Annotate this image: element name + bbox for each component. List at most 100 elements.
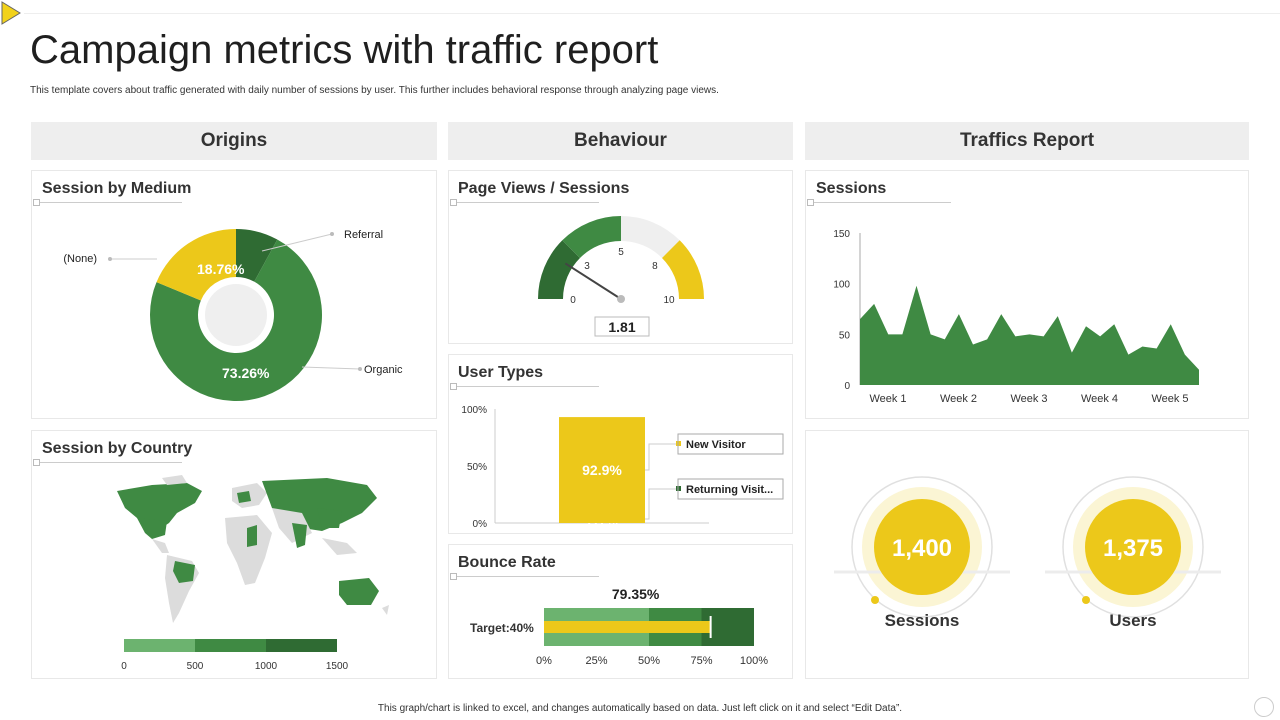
underline-marker	[450, 383, 457, 390]
gauge-tick: 10	[663, 295, 675, 306]
underline-marker	[33, 459, 40, 466]
legend-swatch-1	[195, 639, 266, 652]
card-title: Bounce Rate	[458, 554, 556, 571]
bounce-value: 79.35%	[612, 586, 660, 602]
x-tick: Week 2	[940, 393, 977, 405]
map-legend: 0 500 1000 1500	[121, 639, 349, 672]
session-by-country-card: Session by Country	[31, 430, 437, 679]
western-europe-shape	[237, 491, 251, 503]
x-tick: 100%	[740, 655, 768, 667]
pie-category-label: (None)	[63, 253, 97, 265]
pie-slice-organic	[150, 239, 322, 401]
kpi-value: 1,375	[1103, 535, 1163, 562]
legend-swatch-0	[124, 639, 195, 652]
x-tick: 0%	[536, 655, 552, 667]
pie-leader-dot	[358, 367, 362, 371]
kpi-circle	[1085, 499, 1181, 595]
gauge-tick: 5	[618, 247, 624, 258]
legend-leader	[645, 443, 677, 471]
gauge-tick: 3	[584, 261, 590, 272]
central-america-shape	[152, 539, 169, 553]
kpi-circle	[874, 499, 970, 595]
legend-label: Returning Visit...	[686, 484, 773, 496]
card-title: Session by Country	[42, 440, 193, 457]
y-tick: 100	[833, 280, 850, 291]
pie-category-label: Referral	[344, 229, 383, 241]
bounce-rate-chart: 79.35% Target:40% 0% 25% 50% 75% 100%	[470, 586, 768, 667]
india-shape	[292, 523, 307, 548]
page-title: Campaign metrics with traffic report	[30, 28, 659, 72]
kpi-dot	[871, 596, 879, 604]
kpi-card: 1,400 Sessions 1,375 Users	[805, 430, 1249, 679]
pie-slice-none	[156, 229, 236, 301]
medium-donut-chart: 7.97% Referral 73.26% Organic 18.76% (None)	[54, 229, 403, 401]
y-tick: 0%	[473, 519, 488, 530]
kpi-circles: 1,400 Sessions 1,375 Users	[834, 476, 1221, 630]
australia-shape	[339, 578, 379, 605]
card-title: Session by Medium	[42, 180, 192, 197]
pie-value-label: 18.76%	[197, 261, 245, 277]
usa-shape	[137, 518, 167, 539]
gauge-tick: 8	[652, 261, 658, 272]
card-title: Sessions	[816, 180, 887, 197]
pie-leader-dot	[108, 257, 112, 261]
x-tick: 75%	[690, 655, 712, 667]
legend-leader	[645, 488, 677, 520]
kpi-dot	[1082, 596, 1090, 604]
gauge-band-0	[538, 240, 580, 299]
legend-swatch-2	[266, 639, 337, 652]
user-types-card: User Types 100%50%0%7.1%Returning Visit.…	[448, 354, 793, 534]
footer-note: This graph/chart is linked to excel, and…	[377, 703, 903, 714]
gauge-tick: 0	[570, 295, 576, 306]
pie-value-label: 73.26%	[222, 365, 270, 381]
gauge-value: 1.81	[608, 319, 635, 335]
pie-slice-referral	[236, 229, 278, 282]
underline-marker	[807, 199, 814, 206]
kpi-value: 1,400	[892, 535, 952, 562]
page-subtitle: This template covers about traffic gener…	[30, 85, 719, 96]
section-origins: Origins	[31, 122, 437, 160]
legend-box	[677, 478, 784, 500]
sessions-card: Sessions 0 50 100 150 Week 1 Week 2 Week 3 Week…	[805, 170, 1249, 419]
top-divider	[24, 13, 1280, 14]
kpi-label: Sessions	[885, 611, 960, 630]
sessions-area	[860, 285, 1199, 385]
play-icon	[1, 1, 21, 25]
title-underline	[37, 202, 182, 203]
gauge-needle	[564, 262, 622, 300]
legend-tick: 0	[121, 661, 127, 672]
sessions-area-chart: 0 50 100 150 Week 1 Week 2 Week 3 Week 4 Week 5	[833, 229, 1199, 405]
gauge-value-box	[594, 316, 650, 337]
kpi-outer-ring	[851, 476, 993, 618]
x-tick: Week 5	[1151, 393, 1188, 405]
country-shapes	[117, 475, 389, 623]
africa-country-shape	[247, 525, 257, 547]
underline-marker	[33, 199, 40, 206]
section-traffic-report: Traffics Report	[805, 122, 1249, 160]
user-type-bar-segment	[559, 417, 645, 523]
user-types-chart: 100%50%0%7.1%Returning Visit...92.9%New …	[461, 405, 784, 530]
corner-circle-icon	[1254, 697, 1274, 717]
greenland-shape	[162, 475, 187, 485]
gauge-band-1	[562, 216, 621, 258]
brazil-shape	[173, 561, 195, 583]
pie-value-label: 7.97%	[54, 241, 94, 257]
pie-leader-dot	[330, 232, 334, 236]
title-underline	[454, 576, 599, 577]
y-tick: 50%	[467, 462, 487, 473]
card-title: Page Views / Sessions	[458, 180, 630, 197]
y-tick: 150	[833, 229, 850, 240]
page-views-card: Page Views / Sessions 0 3 5 8 10 1.81	[448, 170, 793, 344]
section-behaviour: Behaviour	[448, 122, 793, 160]
y-tick: 100%	[461, 405, 487, 416]
x-tick: Week 4	[1081, 393, 1118, 405]
legend-tick: 1000	[255, 661, 278, 672]
x-tick: Week 3	[1010, 393, 1047, 405]
china-shape	[317, 508, 342, 528]
legend-tick: 1500	[326, 661, 349, 672]
x-tick: Week 1	[869, 393, 906, 405]
bounce-value-bar	[544, 621, 711, 633]
x-tick: 50%	[638, 655, 660, 667]
pie-leader-line	[261, 233, 333, 252]
title-underline	[454, 386, 599, 387]
